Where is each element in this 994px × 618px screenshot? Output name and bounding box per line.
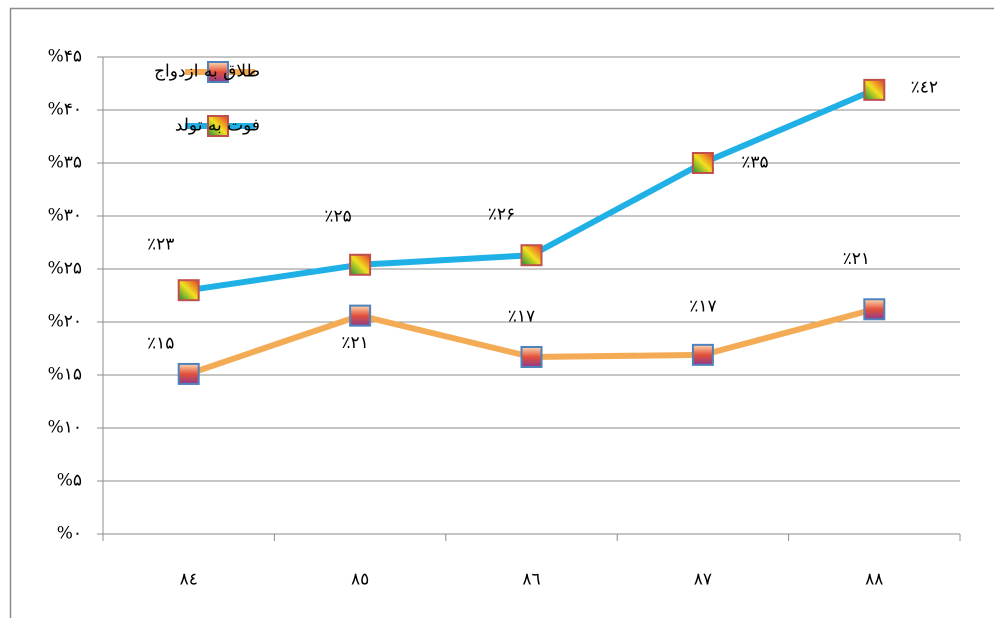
line-marker: [520, 244, 543, 267]
x-tick-label: ٨٤: [180, 570, 198, 590]
line-marker: [691, 343, 714, 366]
value-label: ٪۲۱: [843, 249, 870, 269]
value-label: ٪۲۳: [147, 235, 174, 255]
x-tick-label: ٨٨: [865, 570, 883, 590]
line-marker: [177, 362, 200, 385]
y-tick-label: %۲۰: [48, 312, 82, 332]
value-label: ٪۱۷: [689, 296, 716, 316]
y-tick-label: %۳۵: [48, 153, 82, 173]
line-marker: [863, 298, 886, 321]
y-tick-label: %۰: [57, 524, 82, 544]
line-marker: [863, 78, 886, 101]
legend-label: فوت به تولد: [175, 116, 260, 136]
y-tick-label: %۳۰: [48, 206, 82, 226]
line-marker: [177, 279, 200, 302]
line-marker: [691, 152, 714, 174]
value-label: ٪۱۵: [147, 333, 174, 353]
y-tick-label: %۵: [57, 471, 82, 491]
y-tick-label: %۱۰: [48, 418, 82, 438]
line-marker: [520, 345, 543, 368]
frame: [9, 7, 994, 618]
legend-marker: [207, 61, 229, 83]
x-tick-label: ٨٦: [522, 570, 540, 590]
y-tick-label: %۴۰: [48, 100, 82, 120]
line-marker: [349, 304, 372, 327]
value-label: ٪۲۵: [324, 206, 351, 226]
value-label: ٪۲۶: [488, 205, 515, 225]
line-marker: [349, 253, 372, 276]
value-label: ٪۳۵: [741, 153, 768, 173]
value-label: ٪۲۱: [341, 333, 368, 353]
value-label: ٪٤۲: [911, 77, 938, 97]
x-tick-label: ٨٧: [694, 570, 712, 590]
y-tick-label: %۱۵: [48, 365, 82, 385]
y-tick-label: %۴۵: [48, 47, 82, 67]
legend-label: طلاق به ازدواج: [154, 62, 260, 82]
x-tick-label: ٨٥: [351, 570, 369, 590]
legend-marker: [207, 115, 229, 137]
value-label: ٪۱۷: [508, 306, 535, 326]
y-tick-label: %۲۵: [48, 259, 82, 279]
